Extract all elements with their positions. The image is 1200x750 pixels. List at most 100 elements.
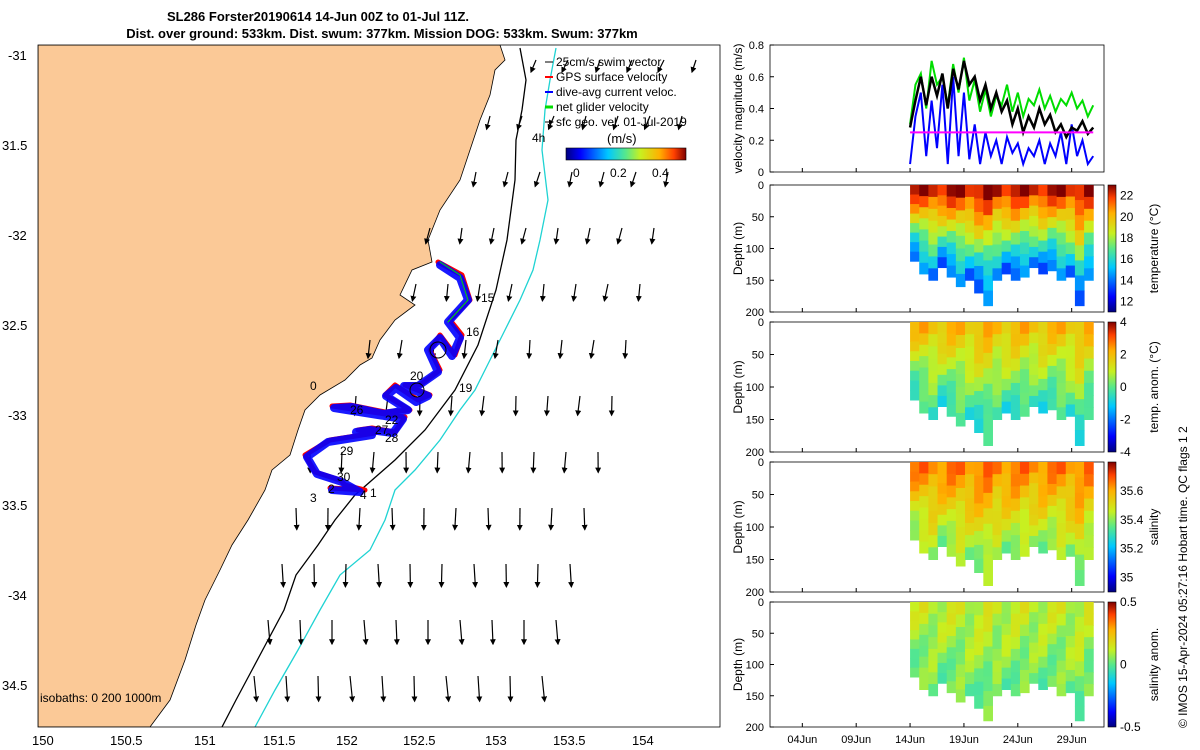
profile-cell [910, 501, 920, 512]
profile-cell [1038, 462, 1048, 474]
profile-cell [1038, 496, 1048, 508]
profile-cell [1038, 623, 1048, 636]
profile-cell [992, 220, 1003, 234]
profile-cell [992, 498, 1003, 512]
panel-0: 0 0.2 0.4 0.6 0.8 velocity magnitude (m/s) [731, 40, 1105, 179]
y-axis-label: Depth (m) [731, 360, 745, 413]
profile-cell [910, 620, 920, 631]
profile-cell [1074, 691, 1085, 707]
profile-cell [1010, 382, 1021, 396]
colorbar-tick-label: 12 [1120, 294, 1134, 308]
profile-cell [955, 197, 966, 211]
profile-cell [1047, 354, 1058, 367]
profile-cell [1029, 622, 1039, 633]
profile-cell [965, 522, 975, 536]
profile-cell [983, 691, 993, 707]
profile-cell [1047, 185, 1058, 197]
profile-cell [1047, 238, 1058, 250]
profile-cell [928, 244, 939, 257]
profile-cell [992, 474, 1003, 487]
profile-cell [928, 510, 939, 524]
profile-cell [946, 473, 957, 487]
colorbar-tick-label: 14 [1120, 273, 1134, 287]
profile-cell [1029, 395, 1039, 407]
profile-cell [910, 331, 920, 342]
colorbar-label: salinity anom. [1147, 628, 1161, 701]
profile-cell [1019, 219, 1030, 232]
profile-cell [983, 676, 993, 692]
profile-cell [928, 382, 939, 396]
profile-cell [1074, 352, 1085, 369]
profile-cell [928, 208, 939, 222]
profile-cell [937, 535, 948, 547]
profile-cell [928, 522, 939, 536]
profile-cell [1029, 535, 1039, 547]
y-tick-label: 100 [746, 522, 764, 534]
y-tick-label: 200 [746, 447, 764, 459]
profile-cell [965, 547, 975, 560]
profile-cell [946, 333, 957, 347]
profile-cell [965, 474, 975, 487]
profile-cell [974, 489, 984, 504]
colorbar [1107, 321, 1117, 453]
map-panel: isobaths: 0 200 1000m 1 2 3 15 16 19 20 … [2, 44, 721, 748]
profile-cell [1074, 275, 1085, 292]
profile-cell [965, 322, 975, 335]
profile-cell [910, 471, 920, 482]
profile-cell [983, 492, 993, 509]
profile-cell [937, 622, 948, 633]
profile-cell [1019, 333, 1030, 347]
profile-cell [1029, 673, 1039, 684]
profile-cell [928, 684, 939, 697]
glider-track [302, 259, 473, 496]
day-label: 22 [385, 413, 399, 427]
profile-cell [1038, 322, 1048, 334]
profile-cell [946, 658, 957, 671]
profile-cell [992, 322, 1003, 335]
colorbar-tick-label: -4 [1120, 445, 1131, 459]
profile-cell [937, 642, 948, 654]
profile-cell [928, 660, 939, 673]
velocity-vector [424, 227, 431, 245]
profile-cell [919, 496, 929, 508]
velocity-vector [629, 171, 637, 188]
profile-cell [946, 208, 957, 221]
y-tick-label: 0.2 [749, 135, 764, 147]
scale-label: 4h [532, 131, 545, 145]
profile-cell [1056, 208, 1067, 222]
profile-cell [937, 493, 948, 505]
profile-cell [1029, 525, 1039, 537]
profile-cell [974, 668, 984, 683]
profile-cell [965, 602, 975, 615]
velocity-vector [342, 563, 349, 588]
y-tick-label: 0 [758, 167, 764, 179]
profile-cell [983, 508, 993, 525]
profile-cell [1084, 185, 1094, 198]
velocity-vector [567, 171, 574, 188]
profile-cell [955, 462, 966, 476]
profile-cell [1001, 356, 1012, 368]
y-axis-label: Depth (m) [731, 638, 745, 691]
track-loop [409, 341, 447, 398]
velocity-vector [543, 395, 550, 417]
y-tick-label: 50 [752, 212, 764, 224]
colorbar-tick-label: 4 [1120, 315, 1127, 329]
profile-cell [946, 647, 957, 660]
profile-cell [1056, 407, 1067, 420]
profile-cell [910, 213, 920, 224]
profile-cell [937, 514, 948, 526]
land-mass [38, 45, 506, 727]
y-tick-label: 0 [758, 457, 764, 469]
profile-cell [1084, 547, 1094, 560]
profile-cell [974, 391, 984, 406]
profile-cell [1001, 344, 1012, 357]
velocity-vector [676, 115, 683, 131]
profile-cell [937, 332, 948, 344]
profile-cell [974, 475, 984, 491]
profile-cell [1074, 200, 1085, 216]
profile-cell [1065, 485, 1076, 498]
profile-cell [946, 254, 957, 267]
y-tick-label: 100 [746, 244, 764, 256]
profile-cell [1001, 333, 1012, 346]
